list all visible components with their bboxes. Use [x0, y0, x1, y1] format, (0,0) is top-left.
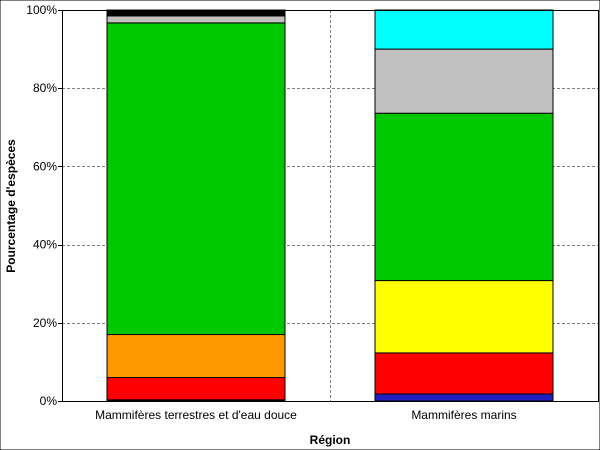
bar-segment: [106, 334, 286, 379]
bar-segment: [106, 22, 286, 336]
x-tick-labels: Mammifères terrestres et d'eau douce Mamm…: [95, 408, 517, 422]
bar-segment: [374, 393, 554, 402]
bar-segment: [374, 352, 554, 395]
bars: [106, 9, 554, 402]
bar-segment: [106, 377, 286, 401]
y-tick-label: 60%: [33, 159, 57, 173]
y-tick-label: 20%: [33, 316, 57, 330]
y-tick-label: 0%: [40, 394, 58, 408]
bar-segment: [374, 9, 554, 50]
x-tick-label: Mammifères marins: [411, 408, 516, 422]
y-axis-title: Pourcentage d'espèces: [4, 139, 18, 273]
bar-segment: [374, 112, 554, 282]
bar-segment: [106, 15, 286, 24]
x-tick-label: Mammifères terrestres et d'eau douce: [95, 408, 297, 422]
y-tick-label: 40%: [33, 238, 57, 252]
y-tick-label: 100%: [26, 3, 57, 17]
y-tick-label: 80%: [33, 81, 57, 95]
plot-frame: [62, 10, 599, 402]
bar-segment: [374, 280, 554, 354]
bar-segment: [374, 48, 554, 114]
x-axis-title: Région: [310, 433, 351, 447]
y-tick-labels: 0% 20% 40% 60% 80% 100%: [26, 3, 62, 408]
